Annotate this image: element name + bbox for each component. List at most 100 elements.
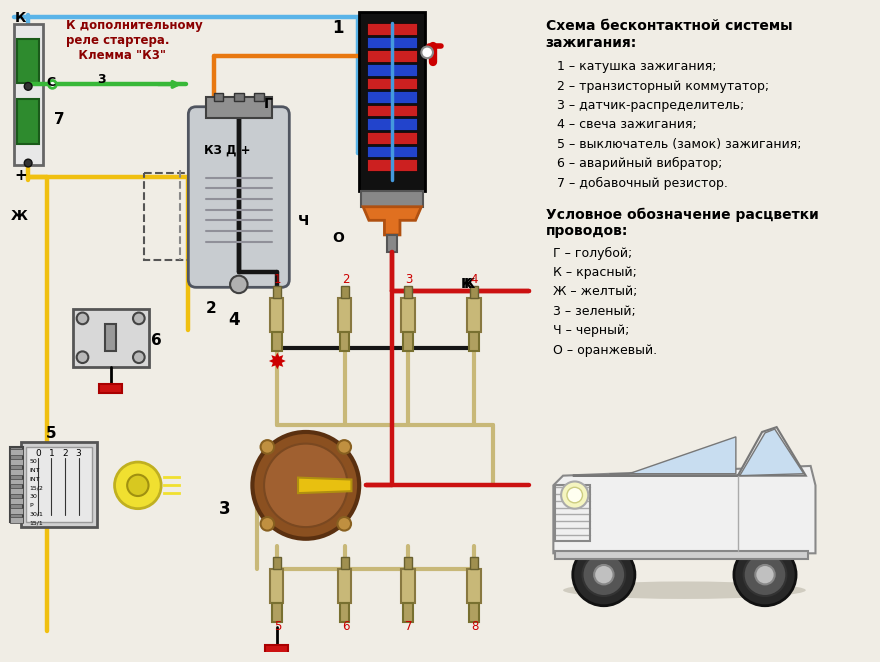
Text: С: С bbox=[47, 75, 55, 89]
Bar bbox=[105, 324, 116, 352]
Text: 4: 4 bbox=[471, 273, 479, 286]
Text: 3: 3 bbox=[405, 273, 412, 286]
Text: 15/2: 15/2 bbox=[29, 485, 43, 491]
Bar bbox=[10, 469, 23, 475]
Text: 3: 3 bbox=[218, 500, 230, 518]
Text: 1: 1 bbox=[332, 19, 343, 37]
Bar bbox=[341, 287, 348, 298]
Text: 3 – зеленый;: 3 – зеленый; bbox=[554, 305, 636, 318]
Bar bbox=[401, 298, 414, 332]
Text: INT: INT bbox=[29, 477, 40, 482]
Bar bbox=[470, 557, 478, 569]
Bar bbox=[340, 603, 349, 622]
Circle shape bbox=[77, 312, 88, 324]
Circle shape bbox=[337, 517, 351, 531]
Circle shape bbox=[25, 159, 32, 167]
Text: 7: 7 bbox=[55, 112, 65, 126]
Text: +: + bbox=[15, 168, 27, 183]
Bar bbox=[367, 91, 417, 103]
Text: 2: 2 bbox=[341, 273, 349, 286]
Polygon shape bbox=[554, 466, 816, 553]
Bar bbox=[361, 191, 423, 207]
Bar bbox=[341, 557, 348, 569]
FancyBboxPatch shape bbox=[188, 107, 290, 287]
Bar bbox=[404, 557, 412, 569]
Text: 6: 6 bbox=[341, 620, 349, 634]
Bar bbox=[367, 105, 417, 117]
Circle shape bbox=[561, 481, 589, 508]
Text: 1: 1 bbox=[274, 273, 282, 286]
Text: Ж – желтый;: Ж – желтый; bbox=[554, 285, 638, 299]
Text: 3 – датчик-распределитель;: 3 – датчик-распределитель; bbox=[557, 99, 744, 112]
Circle shape bbox=[260, 440, 275, 453]
Circle shape bbox=[744, 553, 787, 596]
Bar bbox=[467, 298, 480, 332]
Ellipse shape bbox=[563, 581, 806, 599]
Bar bbox=[367, 118, 417, 130]
Circle shape bbox=[594, 565, 613, 585]
Bar bbox=[555, 485, 590, 541]
Bar bbox=[10, 508, 23, 514]
Text: КЗ Д +: КЗ Д + bbox=[204, 144, 251, 157]
Bar bbox=[367, 77, 417, 89]
Circle shape bbox=[25, 83, 32, 90]
Bar bbox=[387, 235, 397, 252]
Bar bbox=[367, 50, 417, 62]
Text: К: К bbox=[461, 277, 473, 291]
Text: 5 – выключатель (замок) зажигания;: 5 – выключатель (замок) зажигания; bbox=[557, 138, 802, 151]
Bar bbox=[10, 479, 23, 485]
Bar bbox=[367, 23, 417, 35]
Bar bbox=[272, 332, 282, 352]
Bar bbox=[367, 132, 417, 144]
Circle shape bbox=[755, 565, 774, 585]
Bar bbox=[467, 569, 480, 603]
Text: 2: 2 bbox=[206, 301, 216, 316]
Text: К: К bbox=[464, 277, 475, 291]
Bar bbox=[403, 603, 413, 622]
Polygon shape bbox=[573, 427, 806, 476]
Bar bbox=[10, 518, 23, 523]
Text: О – оранжевый.: О – оранжевый. bbox=[554, 344, 657, 357]
Circle shape bbox=[253, 432, 359, 539]
Text: 50: 50 bbox=[29, 459, 37, 464]
Text: 2: 2 bbox=[62, 449, 68, 459]
Bar bbox=[469, 603, 479, 622]
Bar bbox=[73, 308, 149, 367]
Text: 2 – транзисторный коммутатор;: 2 – транзисторный коммутатор; bbox=[557, 79, 769, 93]
Circle shape bbox=[260, 517, 275, 531]
Text: 30/1: 30/1 bbox=[29, 512, 43, 516]
Bar bbox=[10, 447, 23, 522]
Circle shape bbox=[133, 352, 144, 363]
Text: ✸: ✸ bbox=[267, 352, 286, 372]
Text: 4 – свеча зажигания;: 4 – свеча зажигания; bbox=[557, 118, 697, 131]
Text: Ч – черный;: Ч – черный; bbox=[554, 324, 630, 337]
Circle shape bbox=[337, 440, 351, 453]
Text: 7 – добавочный резистор.: 7 – добавочный резистор. bbox=[557, 177, 728, 190]
Bar bbox=[555, 551, 808, 559]
Circle shape bbox=[230, 275, 247, 293]
Bar bbox=[10, 459, 23, 465]
Bar bbox=[21, 442, 97, 527]
Bar bbox=[206, 97, 272, 118]
Bar bbox=[270, 298, 283, 332]
Bar bbox=[254, 93, 264, 101]
Circle shape bbox=[567, 487, 583, 503]
Text: 1: 1 bbox=[48, 449, 55, 459]
Text: 5: 5 bbox=[274, 620, 281, 634]
Text: Ч: Ч bbox=[298, 214, 309, 228]
Bar bbox=[367, 37, 417, 48]
Bar bbox=[403, 332, 413, 352]
Text: 7: 7 bbox=[405, 620, 413, 634]
Bar bbox=[469, 332, 479, 352]
Bar bbox=[10, 498, 23, 504]
Text: Ж: Ж bbox=[11, 209, 27, 222]
Bar bbox=[214, 93, 224, 101]
Bar bbox=[338, 298, 351, 332]
Text: Схема бесконтактной системы
зажигания:: Схема бесконтактной системы зажигания: bbox=[546, 19, 792, 50]
Text: P: P bbox=[29, 503, 33, 508]
Text: Г: Г bbox=[264, 97, 273, 111]
Bar bbox=[367, 146, 417, 158]
Bar bbox=[265, 645, 289, 654]
Polygon shape bbox=[298, 477, 351, 493]
Bar bbox=[18, 39, 39, 83]
